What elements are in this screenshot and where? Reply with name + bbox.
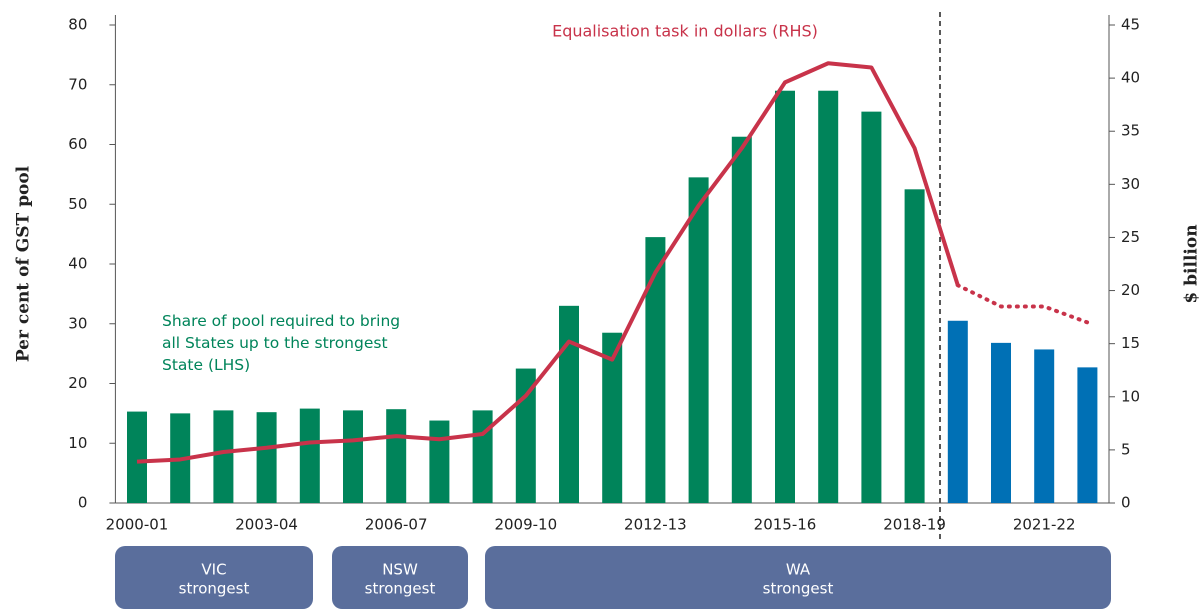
bar: [731, 136, 752, 504]
bar: [818, 90, 839, 503]
bar: [127, 411, 147, 503]
y2-tick-label: 30: [1121, 175, 1140, 193]
y2-tick-label: 15: [1121, 334, 1140, 352]
y-tick-label: 30: [68, 314, 87, 332]
y2-tick-label: 10: [1121, 387, 1140, 405]
bar: [947, 320, 968, 503]
bar: [256, 412, 277, 503]
x-tick-label: 2009-10: [494, 516, 557, 534]
bar: [1077, 367, 1098, 503]
bands: VIC strongest NSW strongest WA strongest: [115, 546, 1111, 609]
y-tick-label: 60: [68, 135, 87, 153]
bar: [559, 305, 579, 503]
y2-tick-label: 40: [1121, 69, 1140, 87]
y-axis-title: Per cent of GST pool: [14, 165, 34, 362]
x-tick-label: 2003-04: [235, 516, 298, 534]
bar: [861, 111, 882, 503]
y2-tick-label: 45: [1121, 16, 1140, 34]
x-tick-label: 2015-16: [754, 516, 817, 534]
bar: [299, 408, 320, 503]
bar: [775, 90, 795, 503]
bar: [343, 410, 363, 503]
bar: [645, 237, 666, 504]
bar: [602, 332, 623, 503]
bar-annotation: Share of pool required to bring all Stat…: [162, 312, 401, 374]
band-label: NSW: [382, 561, 418, 579]
y2-tick-label: 20: [1121, 281, 1140, 299]
x-tick-label: 2021-22: [1013, 516, 1076, 534]
y-tick-label: 80: [68, 16, 87, 34]
band: [485, 546, 1111, 609]
y-tick-label: 10: [68, 434, 87, 452]
y2-tick-label: 35: [1121, 122, 1140, 140]
x-tick-label: 2018-19: [883, 516, 946, 534]
bar: [472, 410, 493, 503]
y-tick-label: 40: [68, 255, 87, 273]
y2-tick-label: 0: [1121, 494, 1131, 512]
line: [955, 283, 1090, 325]
y-tick-label: 70: [68, 75, 87, 93]
bar: [213, 410, 234, 503]
y-tick-label: 20: [68, 374, 87, 392]
line-annotation: Equalisation task in dollars (RHS): [552, 22, 818, 41]
y-tick-label: 50: [68, 195, 87, 213]
bar: [386, 409, 407, 503]
x-tick-label: 2012-13: [624, 516, 687, 534]
y-tick-label: 0: [78, 494, 88, 512]
band-label: strongest: [179, 580, 250, 598]
bar: [1034, 349, 1055, 503]
band: [115, 546, 313, 609]
bar: [688, 177, 709, 504]
band-label: WA: [786, 561, 811, 579]
band-label: VIC: [201, 561, 226, 579]
band: [332, 546, 468, 609]
band-label: strongest: [763, 580, 834, 598]
y2-tick-label: 25: [1121, 228, 1140, 246]
y2-axis-title: $ billion: [1182, 224, 1202, 303]
x-tick-label: 2006-07: [365, 516, 428, 534]
band-label: strongest: [365, 580, 436, 598]
y2-tick-label: 5: [1121, 440, 1131, 458]
bar: [429, 420, 450, 503]
bar: [991, 342, 1011, 503]
bar: [904, 189, 925, 503]
line: [136, 61, 960, 464]
x-tick-label: 2000-01: [106, 516, 169, 534]
